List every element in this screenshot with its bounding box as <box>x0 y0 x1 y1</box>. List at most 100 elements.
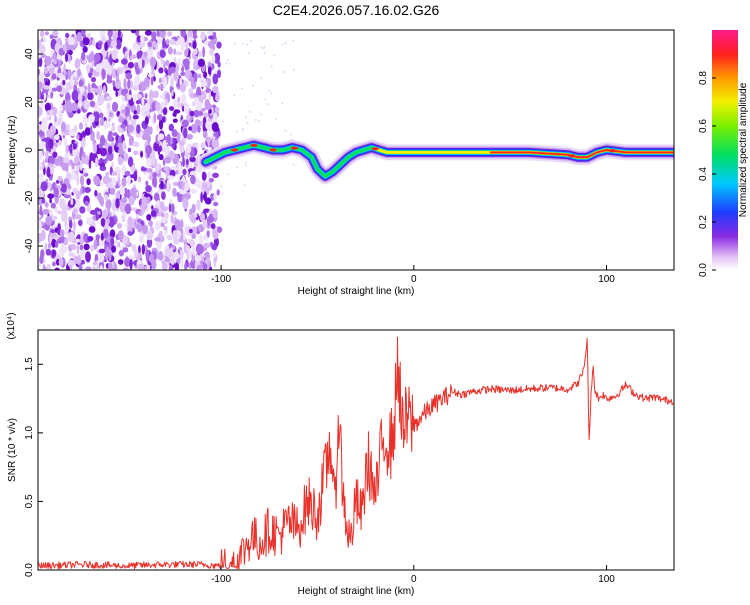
noise-blob <box>161 191 166 200</box>
noise-dot <box>241 129 244 132</box>
noise-blob <box>167 31 173 37</box>
noise-blob <box>57 175 63 182</box>
noise-blob <box>170 203 175 214</box>
noise-blob <box>162 37 166 49</box>
noise-blob <box>65 32 70 39</box>
noise-blob <box>38 106 43 117</box>
noise-blob <box>102 36 106 42</box>
noise-blob <box>118 156 124 166</box>
noise-blob <box>96 192 102 201</box>
noise-blob <box>117 135 122 144</box>
noise-blob <box>60 121 67 133</box>
noise-blob <box>100 117 105 127</box>
noise-blob <box>43 36 47 43</box>
noise-blob <box>80 30 86 36</box>
noise-dot <box>282 43 284 46</box>
noise-blob <box>98 248 106 254</box>
noise-blob <box>76 134 80 140</box>
noise-dot <box>281 102 284 105</box>
noise-blob <box>197 58 205 67</box>
noise-blob <box>124 170 131 177</box>
noise-blob <box>201 90 206 96</box>
noise-blob <box>196 111 204 116</box>
signal-track-core <box>490 149 674 158</box>
colorbar-tick-label: 0.6 <box>698 119 709 133</box>
noise-blob <box>73 156 79 165</box>
noise-blob <box>182 156 185 168</box>
noise-blob <box>38 232 41 244</box>
noise-blob <box>118 249 124 257</box>
noise-blob <box>40 249 45 259</box>
noise-blob <box>86 63 91 74</box>
noise-blob <box>58 210 61 215</box>
noise-blob <box>44 31 50 36</box>
noise-blob <box>115 198 120 209</box>
noise-blob <box>170 257 175 266</box>
noise-blob <box>202 130 208 139</box>
noise-blob <box>94 189 98 197</box>
noise-dot <box>233 42 236 45</box>
noise-blob <box>187 30 193 38</box>
noise-blob <box>110 237 115 246</box>
noise-blob <box>63 138 67 146</box>
noise-dot <box>220 185 222 187</box>
noise-blob <box>185 149 188 160</box>
noise-dot <box>284 129 287 132</box>
noise-blob <box>103 228 109 239</box>
noise-blob <box>72 187 79 194</box>
noise-blob <box>136 35 142 43</box>
colorbar-tick-label: 0.4 <box>698 167 709 181</box>
spectrogram-y-tick-label: 0 <box>24 147 35 153</box>
noise-blob <box>82 185 85 194</box>
noise-blob <box>188 247 192 256</box>
noise-blob <box>159 222 165 228</box>
noise-blob <box>133 75 141 87</box>
noise-blob <box>83 233 89 242</box>
noise-blob <box>104 41 108 52</box>
noise-blob <box>122 267 130 270</box>
noise-blob <box>53 59 58 65</box>
spectrogram-y-tick-label: 20 <box>24 96 35 108</box>
noise-blob <box>179 82 186 93</box>
noise-blob <box>121 177 127 187</box>
noise-dot <box>243 184 246 187</box>
noise-blob <box>170 77 174 88</box>
noise-blob <box>147 73 154 78</box>
noise-blob <box>196 264 202 270</box>
noise-blob <box>148 254 155 264</box>
signal-hotspot <box>371 147 379 151</box>
noise-blob <box>171 129 178 138</box>
noise-blob <box>78 263 83 270</box>
colorbar-tick-label: 0.2 <box>698 215 709 229</box>
noise-blob <box>39 30 45 38</box>
noise-blob <box>127 231 134 236</box>
noise-blob <box>145 251 150 262</box>
noise-blob <box>69 264 73 270</box>
noise-blob <box>151 31 157 40</box>
noise-blob <box>216 41 222 49</box>
noise-blob <box>159 30 166 38</box>
noise-blob <box>137 176 142 183</box>
noise-blob <box>173 251 180 260</box>
noise-blob <box>69 159 73 164</box>
noise-blob <box>130 118 137 126</box>
noise-blob <box>103 120 108 130</box>
noise-blob <box>176 96 181 103</box>
noise-blob <box>56 37 62 44</box>
noise-blob <box>168 123 174 132</box>
noise-blob <box>153 76 156 82</box>
noise-blob <box>140 34 145 44</box>
noise-blob <box>155 124 160 132</box>
noise-dot <box>240 87 243 90</box>
noise-blob <box>149 56 157 68</box>
noise-blob <box>107 30 113 38</box>
noise-blob <box>141 244 145 255</box>
snr-series-layer <box>38 336 674 570</box>
noise-blob <box>139 129 144 134</box>
noise-blob <box>60 235 65 244</box>
noise-blob <box>144 266 147 270</box>
noise-blob <box>80 138 86 149</box>
noise-blob <box>48 155 56 165</box>
noise-blob <box>42 266 47 270</box>
noise-blob <box>58 109 63 120</box>
